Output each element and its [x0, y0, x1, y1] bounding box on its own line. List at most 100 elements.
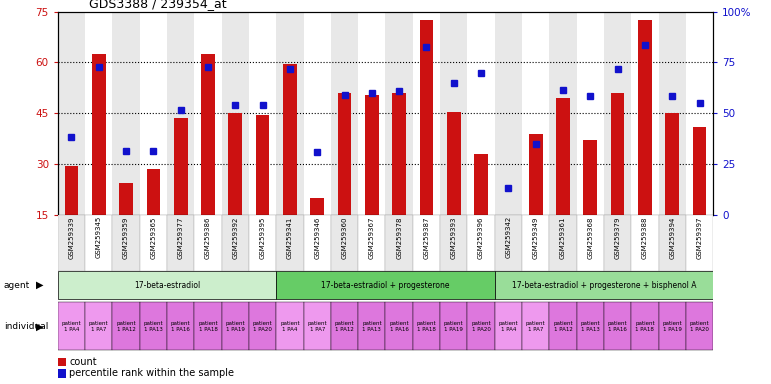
- Bar: [92, 54, 106, 215]
- Bar: [140, 12, 167, 215]
- Bar: [440, 12, 467, 215]
- Bar: [386, 12, 412, 215]
- Bar: [58, 271, 276, 299]
- Bar: [58, 12, 85, 215]
- Text: 17-beta-estradiol + progesterone + bisphenol A: 17-beta-estradiol + progesterone + bisph…: [512, 281, 696, 290]
- Bar: [467, 215, 495, 271]
- Bar: [283, 64, 297, 215]
- Text: 17-beta-estradiol: 17-beta-estradiol: [134, 281, 200, 290]
- Text: patient
1 PA16: patient 1 PA16: [171, 321, 190, 332]
- Text: GSM259349: GSM259349: [533, 216, 539, 258]
- Text: GDS3388 / 239354_at: GDS3388 / 239354_at: [89, 0, 227, 10]
- Bar: [201, 54, 215, 215]
- Bar: [120, 183, 133, 215]
- Bar: [577, 215, 604, 271]
- Bar: [611, 93, 625, 215]
- Bar: [686, 12, 713, 215]
- Bar: [386, 215, 412, 271]
- Text: GSM259393: GSM259393: [451, 216, 456, 259]
- Text: patient
1 PA20: patient 1 PA20: [690, 321, 709, 332]
- Bar: [338, 93, 352, 215]
- Bar: [584, 141, 597, 215]
- Bar: [194, 12, 222, 215]
- Bar: [604, 215, 631, 271]
- Text: GSM259378: GSM259378: [396, 216, 402, 259]
- Bar: [140, 215, 167, 271]
- Text: agent: agent: [4, 281, 30, 290]
- Text: patient
1 PA13: patient 1 PA13: [362, 321, 382, 332]
- Bar: [467, 303, 495, 350]
- Bar: [631, 12, 658, 215]
- Bar: [331, 215, 359, 271]
- Text: GSM259367: GSM259367: [369, 216, 375, 259]
- Text: patient
1 PA4: patient 1 PA4: [62, 321, 81, 332]
- Bar: [365, 94, 379, 215]
- Bar: [604, 12, 631, 215]
- Bar: [221, 12, 249, 215]
- Bar: [113, 303, 140, 350]
- Text: patient
1 PA12: patient 1 PA12: [335, 321, 355, 332]
- Text: GSM259387: GSM259387: [423, 216, 429, 259]
- Text: percentile rank within the sample: percentile rank within the sample: [69, 368, 234, 378]
- Text: GSM259345: GSM259345: [96, 216, 102, 258]
- Text: ▶: ▶: [36, 280, 44, 290]
- Bar: [556, 98, 570, 215]
- Bar: [276, 303, 304, 350]
- Bar: [311, 198, 324, 215]
- Text: GSM259368: GSM259368: [588, 216, 594, 259]
- Text: GSM259397: GSM259397: [696, 216, 702, 259]
- Bar: [167, 12, 194, 215]
- Bar: [529, 134, 543, 215]
- Bar: [474, 154, 488, 215]
- Bar: [631, 215, 658, 271]
- Bar: [58, 215, 85, 271]
- Bar: [304, 303, 331, 350]
- Bar: [113, 215, 140, 271]
- Bar: [85, 215, 113, 271]
- Bar: [522, 12, 549, 215]
- Bar: [221, 303, 249, 350]
- Bar: [174, 118, 187, 215]
- Text: GSM259396: GSM259396: [478, 216, 484, 259]
- Bar: [167, 303, 194, 350]
- Bar: [331, 12, 359, 215]
- Bar: [65, 166, 79, 215]
- Bar: [249, 303, 276, 350]
- Bar: [440, 215, 467, 271]
- Bar: [631, 303, 658, 350]
- Bar: [495, 271, 713, 299]
- Bar: [359, 215, 386, 271]
- Text: count: count: [69, 357, 97, 367]
- Text: GSM259395: GSM259395: [260, 216, 266, 258]
- Text: GSM259361: GSM259361: [560, 216, 566, 259]
- Bar: [549, 12, 577, 215]
- Text: patient
1 PA18: patient 1 PA18: [198, 321, 218, 332]
- Bar: [549, 303, 577, 350]
- Bar: [359, 12, 386, 215]
- Text: GSM259392: GSM259392: [232, 216, 238, 258]
- Bar: [495, 12, 522, 215]
- Text: GSM259341: GSM259341: [287, 216, 293, 258]
- Text: patient
1 PA13: patient 1 PA13: [143, 321, 163, 332]
- Bar: [412, 12, 440, 215]
- Bar: [692, 127, 706, 215]
- Text: individual: individual: [4, 322, 49, 331]
- Text: patient
1 PA19: patient 1 PA19: [444, 321, 463, 332]
- Bar: [665, 113, 679, 215]
- Text: patient
1 PA18: patient 1 PA18: [416, 321, 436, 332]
- Text: patient
1 PA4: patient 1 PA4: [280, 321, 300, 332]
- Bar: [58, 369, 66, 378]
- Bar: [658, 12, 686, 215]
- Bar: [495, 303, 522, 350]
- Bar: [228, 113, 242, 215]
- Bar: [331, 303, 359, 350]
- Bar: [146, 169, 160, 215]
- Bar: [85, 303, 113, 350]
- Text: GSM259339: GSM259339: [69, 216, 75, 259]
- Text: GSM259379: GSM259379: [614, 216, 621, 259]
- Bar: [604, 303, 631, 350]
- Bar: [502, 215, 515, 218]
- Bar: [577, 303, 604, 350]
- Text: GSM259386: GSM259386: [205, 216, 211, 259]
- Text: GSM259388: GSM259388: [642, 216, 648, 259]
